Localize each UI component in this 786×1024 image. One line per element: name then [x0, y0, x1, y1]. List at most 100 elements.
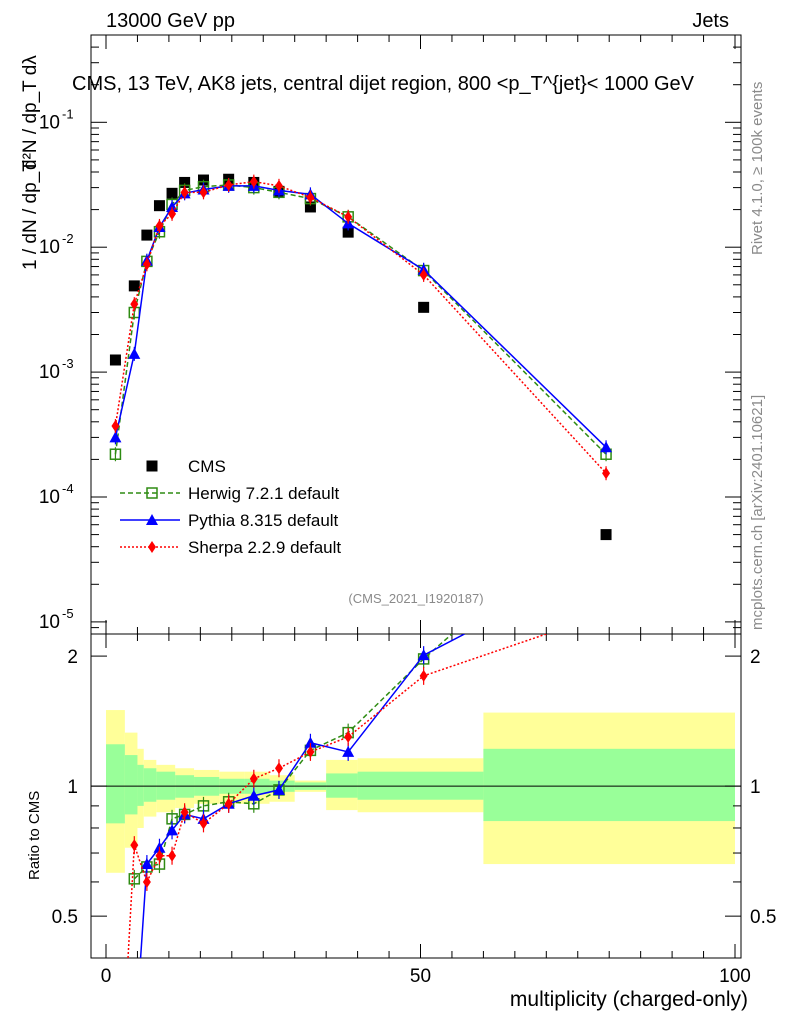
ratio-y-tick-label: 1 [67, 777, 78, 798]
main-y-label-left: 1 / dN / dp_T [20, 160, 41, 270]
sherpa-point [180, 186, 189, 199]
ratio-y-tick-label: 2 [67, 647, 78, 668]
herwig-ratio-line [133, 634, 453, 880]
ratio-y-tick-label: 0.5 [52, 907, 78, 928]
pythia-ratio-point [417, 649, 430, 661]
herwig-point [109, 448, 122, 460]
herwig-line [114, 184, 607, 455]
x-tick-label: 50 [410, 966, 431, 987]
pythia-ratio-point [247, 789, 260, 801]
x-axis-label: multiplicity (charged-only) [510, 988, 748, 1011]
legend-label-sherpa: Sherpa 2.2.9 default [188, 538, 341, 557]
main-series [109, 173, 613, 541]
ratio-y-tick-label-right: 1 [750, 777, 761, 798]
y-tick-label-exp: -1 [62, 106, 74, 121]
sherpa-point [224, 178, 233, 191]
sherpa-ratio-point [142, 875, 151, 888]
sherpa-ratio-point [130, 839, 139, 852]
sherpa-ratio-point [344, 730, 353, 743]
band-inner [143, 768, 157, 802]
y-tick-label-exp: -3 [62, 356, 74, 371]
source-label: mcplots.cern.ch [arXiv:2401.10621] [749, 395, 766, 630]
sherpa-ratio-point [249, 772, 258, 785]
ratio-panel: 0 50 100 0.5 0.5 1 1 2 2 [52, 633, 776, 987]
pythia-point [128, 347, 141, 359]
band-inner [483, 748, 735, 822]
sherpa-ratio-point [224, 797, 233, 810]
main-panel: 10-510-410-310-210-1 [39, 34, 742, 635]
sherpa-ratio-point [306, 745, 315, 758]
cms-point [418, 301, 430, 313]
cms-point [342, 226, 354, 238]
ratio-y-tick-label-right: 2 [750, 647, 761, 668]
sherpa-point [274, 179, 283, 192]
pythia-point [109, 431, 122, 443]
pythia-point [600, 441, 613, 453]
pythia-ratio-point [272, 783, 285, 795]
sherpa-point [249, 175, 258, 188]
y-tick-label: 10 [39, 487, 60, 508]
cms-point [141, 229, 153, 241]
cms-point [166, 187, 178, 199]
y-tick-label: 10 [39, 612, 60, 633]
legend-marker-cms [146, 460, 158, 472]
sherpa-point [344, 210, 353, 223]
main-y-label-right: d²N / dp_T dλ [20, 55, 41, 170]
pythia-ratio-point [140, 858, 153, 870]
cms-point [128, 280, 140, 292]
main-y-axis-label: 1 / dN / dp_T d²N / dp_T dλ [20, 55, 41, 270]
y-tick-label-exp: -2 [62, 231, 74, 246]
band-inner [106, 744, 125, 824]
sherpa-ratio-point [155, 849, 164, 862]
chart-title: CMS, 13 TeV, AK8 jets, central dijet reg… [72, 73, 695, 95]
sherpa-ratio-line [127, 634, 547, 958]
sherpa-ratio-point [168, 849, 177, 862]
pythia-ratio-point [304, 736, 317, 748]
pythia-ratio-point [342, 745, 355, 757]
sherpa-point [306, 191, 315, 204]
pythia-line [114, 185, 607, 448]
legend-marker-herwig [146, 487, 158, 499]
sherpa-point [168, 207, 177, 220]
sherpa-point [419, 268, 428, 281]
category-label: Jets [692, 10, 729, 32]
pythia-ratio-point [166, 824, 179, 836]
energy-label: 13000 GeV pp [106, 10, 235, 32]
analysis-id: (CMS_2021_I1920187) [348, 591, 483, 606]
legend-marker-sherpa [148, 541, 156, 553]
sherpa-line [114, 180, 607, 474]
sherpa-point [130, 298, 139, 311]
sherpa-point [142, 258, 151, 271]
cms-point [304, 201, 316, 213]
ratio-frame [90, 633, 742, 959]
band-inner [137, 764, 144, 806]
sherpa-ratio-point [199, 817, 208, 830]
sherpa-ratio-point [180, 806, 189, 819]
legend-label-pythia: Pythia 8.315 default [188, 511, 339, 530]
legend-label-cms: CMS [188, 457, 226, 476]
ratio-y-label: Ratio to CMS [26, 791, 43, 880]
legend-label-herwig: Herwig 7.2.1 default [188, 484, 339, 503]
cms-point [109, 354, 121, 366]
sherpa-point [111, 420, 120, 433]
sherpa-point [155, 219, 164, 232]
sherpa-ratio-point [274, 762, 283, 775]
sherpa-point [199, 186, 208, 199]
sherpa-point [602, 467, 611, 480]
ratio-y-tick-label-right: 0.5 [750, 907, 776, 928]
y-tick-label-exp: -4 [62, 481, 74, 496]
cms-point [600, 529, 612, 541]
x-tick-label: 100 [719, 966, 751, 987]
rivet-version-label: Rivet 4.1.0, ≥ 100k events [749, 82, 766, 255]
cms-point [153, 200, 165, 212]
legend: CMS Herwig 7.2.1 default Pythia 8.315 defa… [120, 457, 341, 557]
legend-marker-pythia [146, 514, 158, 525]
y-tick-label: 10 [39, 112, 60, 133]
ratio-series [127, 634, 547, 958]
band-inner [124, 755, 138, 815]
cms-point [179, 176, 191, 188]
y-tick-label-exp: -5 [62, 606, 74, 621]
herwig-ratio-point [128, 873, 141, 885]
band-inner [326, 773, 358, 798]
